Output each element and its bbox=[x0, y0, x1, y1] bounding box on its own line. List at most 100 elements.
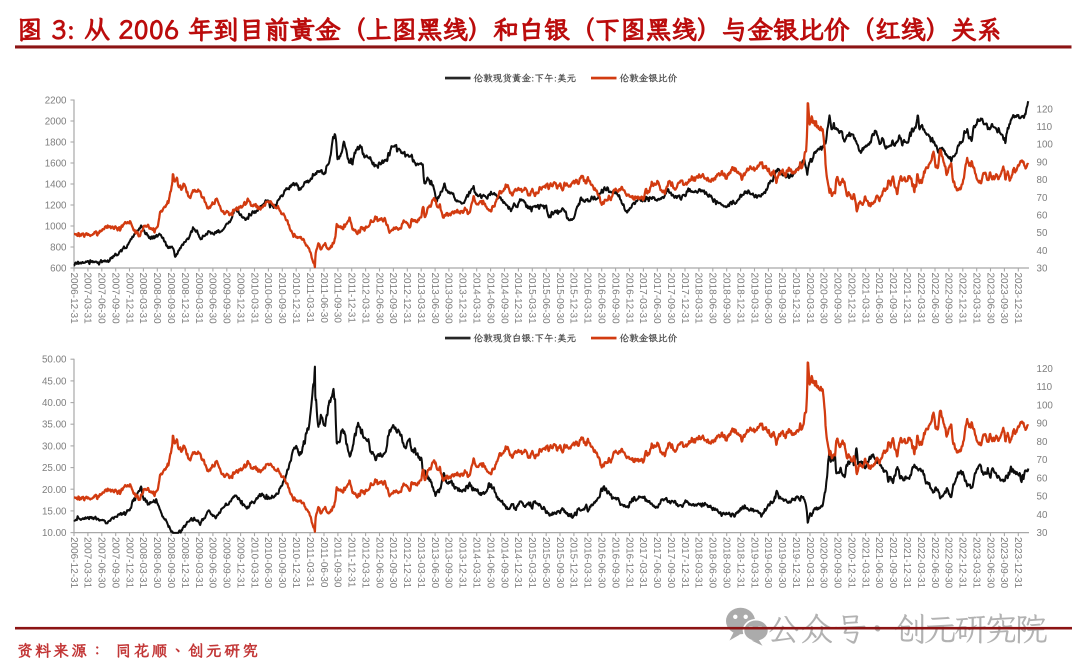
svg-text:2016-03-31: 2016-03-31 bbox=[582, 273, 593, 325]
svg-text:80: 80 bbox=[1037, 175, 1048, 186]
svg-text:2007-09-30: 2007-09-30 bbox=[110, 273, 121, 325]
svg-text:2009-09-30: 2009-09-30 bbox=[221, 537, 232, 589]
svg-text:20.00: 20.00 bbox=[42, 485, 67, 496]
svg-text:2018-12-31: 2018-12-31 bbox=[734, 273, 745, 325]
svg-text:2011-03-31: 2011-03-31 bbox=[304, 537, 315, 588]
svg-text:2009-06-30: 2009-06-30 bbox=[207, 273, 218, 325]
svg-text:1800: 1800 bbox=[45, 138, 67, 149]
svg-text:10.00: 10.00 bbox=[42, 528, 67, 539]
svg-text:2016-12-31: 2016-12-31 bbox=[623, 537, 634, 589]
svg-text:2023-12-31: 2023-12-31 bbox=[1012, 273, 1023, 325]
svg-text:2009-12-31: 2009-12-31 bbox=[234, 273, 245, 325]
svg-text:50: 50 bbox=[1037, 492, 1048, 503]
svg-text:2019-03-31: 2019-03-31 bbox=[748, 273, 759, 325]
svg-text:2007-12-31: 2007-12-31 bbox=[123, 537, 134, 589]
svg-text:30.00: 30.00 bbox=[42, 441, 67, 452]
svg-text:2016-09-30: 2016-09-30 bbox=[609, 273, 620, 325]
svg-text:90: 90 bbox=[1037, 157, 1048, 168]
svg-text:2019-06-30: 2019-06-30 bbox=[762, 273, 773, 325]
svg-text:2013-03-31: 2013-03-31 bbox=[415, 537, 426, 589]
svg-text:2010-12-31: 2010-12-31 bbox=[290, 273, 301, 325]
svg-text:2022-03-31: 2022-03-31 bbox=[915, 273, 926, 325]
svg-text:2022-12-31: 2022-12-31 bbox=[957, 537, 968, 589]
svg-text:2006-12-31: 2006-12-31 bbox=[68, 273, 79, 325]
svg-text:2010-09-30: 2010-09-30 bbox=[276, 537, 287, 589]
svg-text:2008-12-31: 2008-12-31 bbox=[179, 273, 190, 325]
svg-text:2022-09-30: 2022-09-30 bbox=[943, 537, 954, 589]
svg-text:100: 100 bbox=[1037, 140, 1054, 151]
svg-text:90: 90 bbox=[1037, 419, 1048, 430]
svg-text:2013-03-31: 2013-03-31 bbox=[415, 273, 426, 325]
svg-text:2020-03-31: 2020-03-31 bbox=[804, 537, 815, 589]
svg-text:2017-09-30: 2017-09-30 bbox=[665, 537, 676, 589]
svg-text:60: 60 bbox=[1037, 473, 1048, 484]
svg-text:2021-09-30: 2021-09-30 bbox=[887, 273, 898, 325]
svg-text:35.00: 35.00 bbox=[42, 420, 67, 431]
svg-text:2011-12-31: 2011-12-31 bbox=[346, 537, 357, 588]
svg-text:2010-03-31: 2010-03-31 bbox=[248, 537, 259, 589]
svg-text:2017-03-31: 2017-03-31 bbox=[637, 273, 648, 325]
svg-text:2011-06-30: 2011-06-30 bbox=[318, 537, 329, 588]
svg-text:2013-09-30: 2013-09-30 bbox=[443, 273, 454, 325]
svg-text:2015-03-31: 2015-03-31 bbox=[526, 537, 537, 589]
svg-text:70: 70 bbox=[1037, 455, 1048, 466]
svg-text:2010-06-30: 2010-06-30 bbox=[262, 537, 273, 589]
svg-text:2023-09-30: 2023-09-30 bbox=[998, 273, 1009, 325]
svg-text:2018-06-30: 2018-06-30 bbox=[707, 537, 718, 589]
svg-text:2018-03-31: 2018-03-31 bbox=[693, 537, 704, 589]
svg-text:2015-12-31: 2015-12-31 bbox=[568, 537, 579, 589]
svg-text:2012-03-31: 2012-03-31 bbox=[359, 273, 370, 325]
svg-text:2021-06-30: 2021-06-30 bbox=[873, 273, 884, 325]
svg-text:2018-09-30: 2018-09-30 bbox=[721, 273, 732, 325]
svg-text:2018-09-30: 2018-09-30 bbox=[721, 537, 732, 589]
svg-text:2009-03-31: 2009-03-31 bbox=[193, 537, 204, 589]
svg-text:2009-09-30: 2009-09-30 bbox=[221, 273, 232, 325]
svg-text:2014-09-30: 2014-09-30 bbox=[498, 273, 509, 325]
svg-text:2010-12-31: 2010-12-31 bbox=[290, 537, 301, 589]
svg-text:2017-12-31: 2017-12-31 bbox=[679, 273, 690, 325]
svg-text:2023-06-30: 2023-06-30 bbox=[984, 273, 995, 325]
svg-text:600: 600 bbox=[50, 264, 67, 275]
svg-text:2014-06-30: 2014-06-30 bbox=[484, 273, 495, 325]
svg-text:50.00: 50.00 bbox=[42, 355, 67, 366]
svg-text:2020-06-30: 2020-06-30 bbox=[818, 537, 829, 589]
svg-text:2022-06-30: 2022-06-30 bbox=[929, 273, 940, 325]
svg-text:2019-06-30: 2019-06-30 bbox=[762, 537, 773, 589]
svg-text:2009-06-30: 2009-06-30 bbox=[207, 537, 218, 589]
svg-text:2008-06-30: 2008-06-30 bbox=[151, 537, 162, 589]
svg-text:2010-06-30: 2010-06-30 bbox=[262, 273, 273, 325]
svg-text:2018-03-31: 2018-03-31 bbox=[693, 273, 704, 325]
svg-text:2015-06-30: 2015-06-30 bbox=[540, 537, 551, 589]
svg-text:2017-06-30: 2017-06-30 bbox=[651, 273, 662, 325]
svg-text:1600: 1600 bbox=[45, 159, 67, 170]
svg-text:2015-09-30: 2015-09-30 bbox=[554, 273, 565, 325]
svg-text:2009-12-31: 2009-12-31 bbox=[234, 537, 245, 589]
svg-text:2009-03-31: 2009-03-31 bbox=[193, 273, 204, 325]
svg-text:60: 60 bbox=[1037, 210, 1048, 221]
svg-text:2021-09-30: 2021-09-30 bbox=[887, 537, 898, 589]
svg-text:2021-12-31: 2021-12-31 bbox=[901, 537, 912, 589]
svg-text:2012-03-31: 2012-03-31 bbox=[359, 537, 370, 589]
svg-text:2016-06-30: 2016-06-30 bbox=[596, 537, 607, 589]
svg-text:2008-12-31: 2008-12-31 bbox=[179, 537, 190, 589]
svg-text:1400: 1400 bbox=[45, 180, 67, 191]
svg-text:2011-03-31: 2011-03-31 bbox=[304, 273, 315, 324]
svg-text:2014-09-30: 2014-09-30 bbox=[498, 537, 509, 589]
svg-text:2023-06-30: 2023-06-30 bbox=[984, 537, 995, 589]
svg-text:2021-06-30: 2021-06-30 bbox=[873, 537, 884, 589]
svg-text:1200: 1200 bbox=[45, 201, 67, 212]
svg-text:110: 110 bbox=[1037, 382, 1053, 393]
svg-text:2020-12-31: 2020-12-31 bbox=[846, 537, 857, 589]
svg-text:70: 70 bbox=[1037, 193, 1048, 204]
svg-text:2022-09-30: 2022-09-30 bbox=[943, 273, 954, 325]
svg-text:15.00: 15.00 bbox=[42, 506, 67, 517]
svg-text:40: 40 bbox=[1037, 510, 1048, 521]
svg-text:2019-09-30: 2019-09-30 bbox=[776, 537, 787, 589]
svg-text:2010-03-31: 2010-03-31 bbox=[248, 273, 259, 325]
svg-text:2022-12-31: 2022-12-31 bbox=[957, 273, 968, 325]
svg-text:2008-09-30: 2008-09-30 bbox=[165, 273, 176, 325]
svg-text:2012-09-30: 2012-09-30 bbox=[387, 273, 398, 325]
svg-text:2008-09-30: 2008-09-30 bbox=[165, 537, 176, 589]
svg-text:2012-12-31: 2012-12-31 bbox=[401, 537, 412, 589]
svg-text:2014-03-31: 2014-03-31 bbox=[471, 537, 482, 589]
